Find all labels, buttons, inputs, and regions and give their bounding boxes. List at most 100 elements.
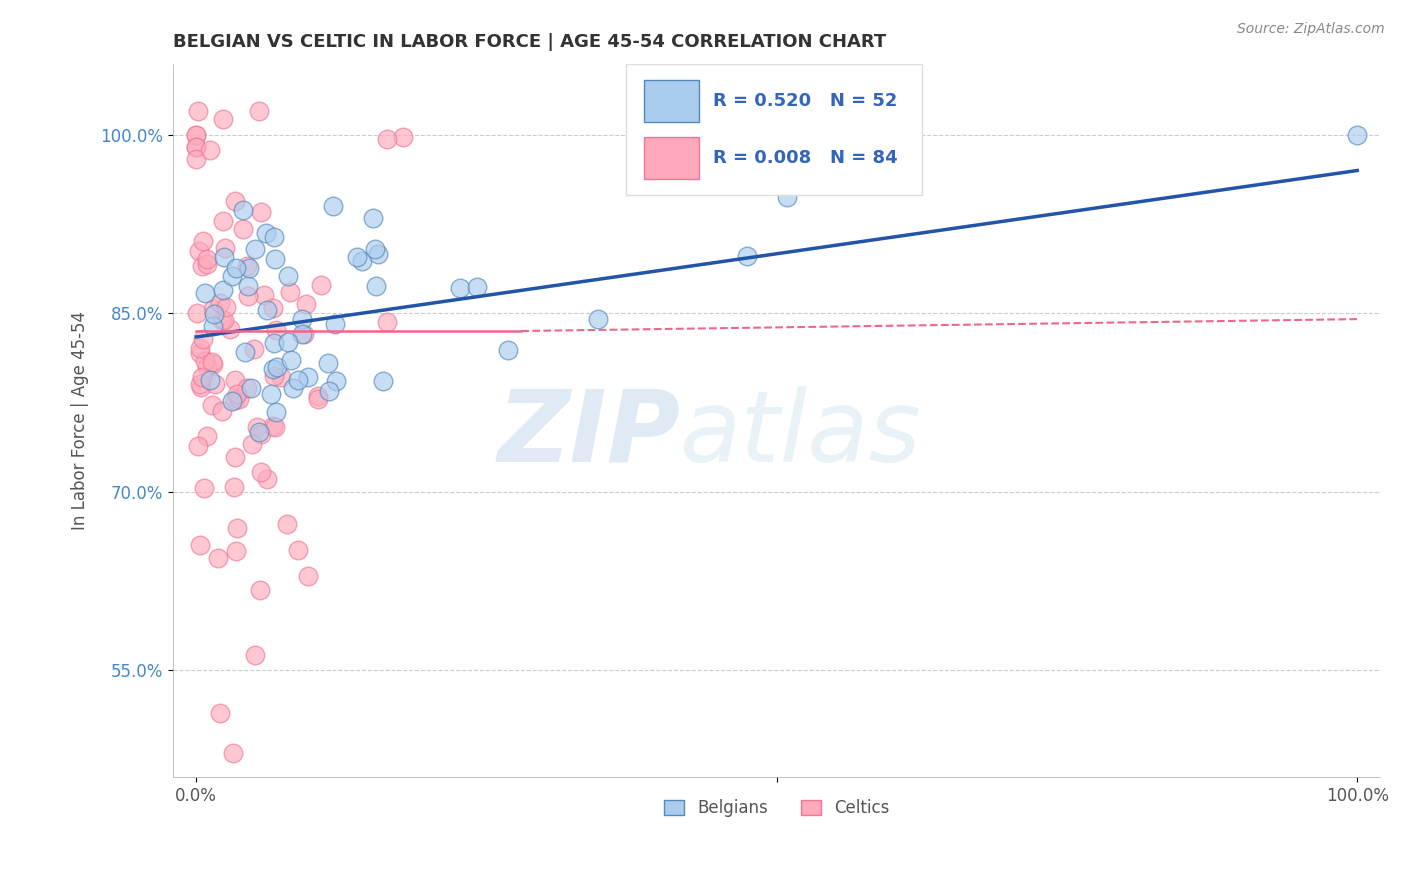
Point bbox=[392, 129, 415, 144]
Point bbox=[323, 317, 346, 331]
Point bbox=[367, 246, 389, 260]
Point bbox=[287, 373, 309, 387]
Point bbox=[735, 250, 758, 264]
Point bbox=[233, 344, 256, 359]
Point bbox=[256, 303, 278, 318]
Point bbox=[212, 283, 235, 297]
FancyBboxPatch shape bbox=[644, 137, 700, 179]
Point bbox=[202, 318, 225, 333]
Point bbox=[198, 143, 221, 157]
Point bbox=[236, 380, 259, 394]
Point bbox=[375, 315, 398, 329]
Point bbox=[195, 359, 218, 374]
Point bbox=[225, 261, 247, 276]
Point bbox=[287, 542, 309, 557]
Point bbox=[249, 582, 271, 597]
Point bbox=[283, 381, 305, 395]
Point bbox=[222, 746, 245, 760]
Point bbox=[776, 190, 799, 204]
Point bbox=[225, 544, 247, 558]
Point bbox=[291, 327, 314, 342]
Point bbox=[364, 279, 387, 293]
Point bbox=[190, 341, 212, 355]
Point bbox=[232, 222, 254, 236]
Point bbox=[465, 280, 488, 294]
Point bbox=[263, 252, 285, 266]
Point bbox=[186, 128, 208, 142]
Point bbox=[247, 425, 270, 439]
Text: atlas: atlas bbox=[681, 386, 922, 483]
Point bbox=[202, 307, 225, 321]
Point bbox=[263, 369, 285, 384]
Point bbox=[221, 394, 243, 409]
Y-axis label: In Labor Force | Age 45-54: In Labor Force | Age 45-54 bbox=[72, 310, 89, 530]
Point bbox=[187, 439, 209, 453]
Point bbox=[224, 372, 246, 386]
Point bbox=[186, 128, 208, 142]
Point bbox=[225, 387, 247, 401]
Point bbox=[212, 213, 235, 227]
Point bbox=[238, 279, 260, 293]
Point bbox=[202, 301, 225, 316]
Point bbox=[1346, 128, 1368, 142]
Legend: Belgians, Celtics: Belgians, Celtics bbox=[655, 791, 898, 826]
Text: R = 0.520   N = 52: R = 0.520 N = 52 bbox=[713, 92, 897, 110]
Point bbox=[280, 353, 302, 368]
Point bbox=[236, 289, 259, 303]
Point bbox=[195, 429, 218, 443]
Point bbox=[228, 392, 250, 406]
Point bbox=[262, 361, 284, 376]
Point bbox=[195, 257, 218, 271]
Point bbox=[190, 380, 212, 394]
Point bbox=[201, 358, 224, 372]
Point bbox=[198, 373, 221, 387]
Point bbox=[266, 323, 288, 337]
Point bbox=[316, 355, 339, 369]
Point bbox=[222, 480, 245, 494]
Point bbox=[186, 306, 208, 320]
Point bbox=[250, 465, 273, 479]
Point bbox=[214, 300, 236, 314]
Point bbox=[236, 259, 259, 273]
Point bbox=[238, 260, 260, 275]
Point bbox=[208, 706, 231, 721]
Point bbox=[188, 538, 211, 552]
Point bbox=[186, 139, 208, 153]
Point bbox=[254, 226, 277, 240]
Point bbox=[322, 199, 344, 213]
Point bbox=[263, 419, 285, 434]
Point bbox=[232, 203, 254, 218]
Point bbox=[201, 355, 224, 369]
Point bbox=[297, 569, 319, 583]
Point bbox=[262, 419, 284, 434]
Point bbox=[240, 436, 263, 450]
Point bbox=[219, 321, 242, 335]
Point bbox=[212, 112, 235, 126]
Point bbox=[224, 450, 246, 464]
Point bbox=[201, 398, 224, 412]
Point bbox=[211, 403, 233, 417]
Point bbox=[193, 332, 215, 346]
Point bbox=[307, 392, 329, 407]
Point bbox=[449, 281, 471, 295]
Point bbox=[243, 242, 266, 256]
Point bbox=[186, 152, 208, 166]
Point bbox=[496, 343, 519, 358]
Point bbox=[250, 426, 273, 441]
Text: Source: ZipAtlas.com: Source: ZipAtlas.com bbox=[1237, 22, 1385, 37]
Point bbox=[186, 139, 208, 153]
Point bbox=[309, 278, 332, 293]
Text: ZIP: ZIP bbox=[498, 386, 681, 483]
Point bbox=[270, 370, 292, 384]
Point bbox=[191, 259, 214, 273]
Point bbox=[252, 288, 274, 302]
Point bbox=[208, 295, 231, 310]
Point bbox=[194, 354, 217, 368]
Point bbox=[214, 241, 236, 255]
Point bbox=[224, 392, 246, 407]
Text: R = 0.008   N = 84: R = 0.008 N = 84 bbox=[713, 149, 897, 167]
Point bbox=[191, 369, 214, 384]
Point bbox=[188, 346, 211, 360]
Point bbox=[247, 104, 270, 119]
Point bbox=[249, 204, 271, 219]
